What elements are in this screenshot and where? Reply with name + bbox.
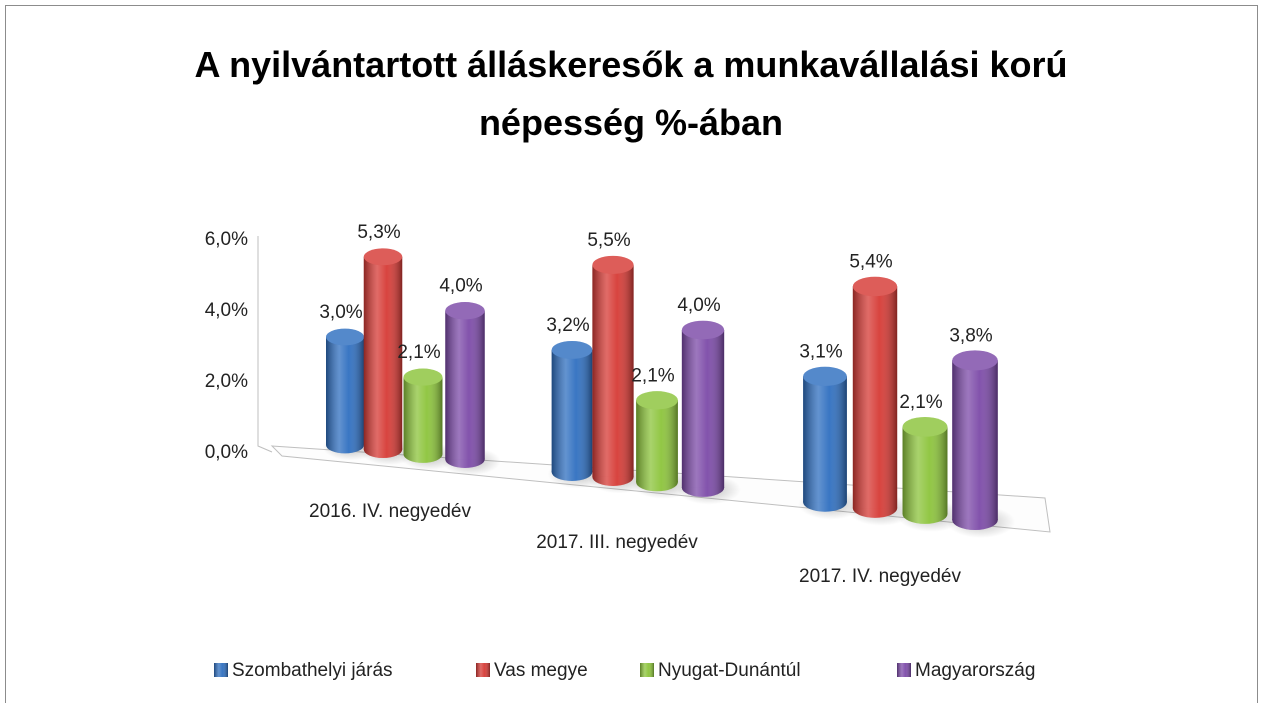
bar-top-light [902,416,948,437]
data-label: 2,1% [631,365,674,386]
data-label: 3,8% [949,325,992,346]
bar-shade [902,426,948,515]
legend-label: Szombathelyi járás [232,660,393,681]
bar-top [551,340,593,359]
y-tick-label: 0,0% [205,442,248,463]
bar-shade [326,337,364,445]
bar-shade [445,310,485,460]
chart-title: A nyilvántartott álláskeresők a munkavál… [194,44,1068,143]
bar-shade [952,360,998,520]
bar-top [445,302,485,320]
bar-shade [592,264,634,477]
legend-swatch-shade [214,663,228,677]
data-label: 2,1% [899,392,942,413]
legend-label: Vas megye [494,660,588,681]
data-label: 5,5% [587,230,630,251]
x-tick-label: 2017. III. negyedév [536,532,698,553]
bar-top [326,328,364,346]
chart-border [5,5,1258,703]
bar-top [902,416,948,437]
bar-top-light [803,366,847,387]
bar-top-light [445,302,485,320]
legend-label: Nyugat-Dunántúl [658,660,801,681]
bar-top-light [852,276,898,297]
bar-top [952,350,998,371]
bar-top [403,368,443,386]
bar-top-light [636,391,678,410]
data-label: 3,0% [319,302,362,323]
bar-shade [551,349,593,473]
x-tick-label: 2017. IV. negyedév [799,566,961,587]
data-label: 3,2% [546,315,589,336]
bar-top [681,320,725,340]
legend-swatch-shade [897,663,911,677]
data-label: 5,3% [357,222,400,243]
data-label: 4,0% [677,295,720,316]
legend-swatch-shade [476,663,490,677]
bar-top [636,391,678,410]
bar-top [592,255,634,274]
bar-shade [803,376,847,503]
bar-top-light [592,255,634,274]
bar-top [363,248,403,266]
bar-shade [403,377,443,455]
bar-top-light [551,340,593,359]
bar-shade [681,329,725,488]
bar-top-light [952,350,998,371]
y-tick-label: 4,0% [205,300,248,321]
y-tick-label: 2,0% [205,371,248,392]
data-label: 2,1% [397,342,440,363]
data-label: 4,0% [439,276,482,297]
bar-top [803,366,847,387]
bar-top-light [363,248,403,266]
axis-wall [257,236,273,453]
bar-top-light [681,320,725,340]
bar-shade [636,400,678,483]
x-tick-label: 2016. IV. negyedév [309,501,471,522]
legend-swatch-shade [640,663,654,677]
bar-top-light [326,328,364,346]
data-label: 5,4% [849,251,892,272]
y-tick-label: 6,0% [205,229,248,250]
bar-top [852,276,898,297]
bar-shade [852,286,898,509]
data-label: 3,1% [799,341,842,362]
legend-label: Magyarország [915,660,1035,681]
bar-shade [363,256,403,450]
bar-top-light [403,368,443,386]
